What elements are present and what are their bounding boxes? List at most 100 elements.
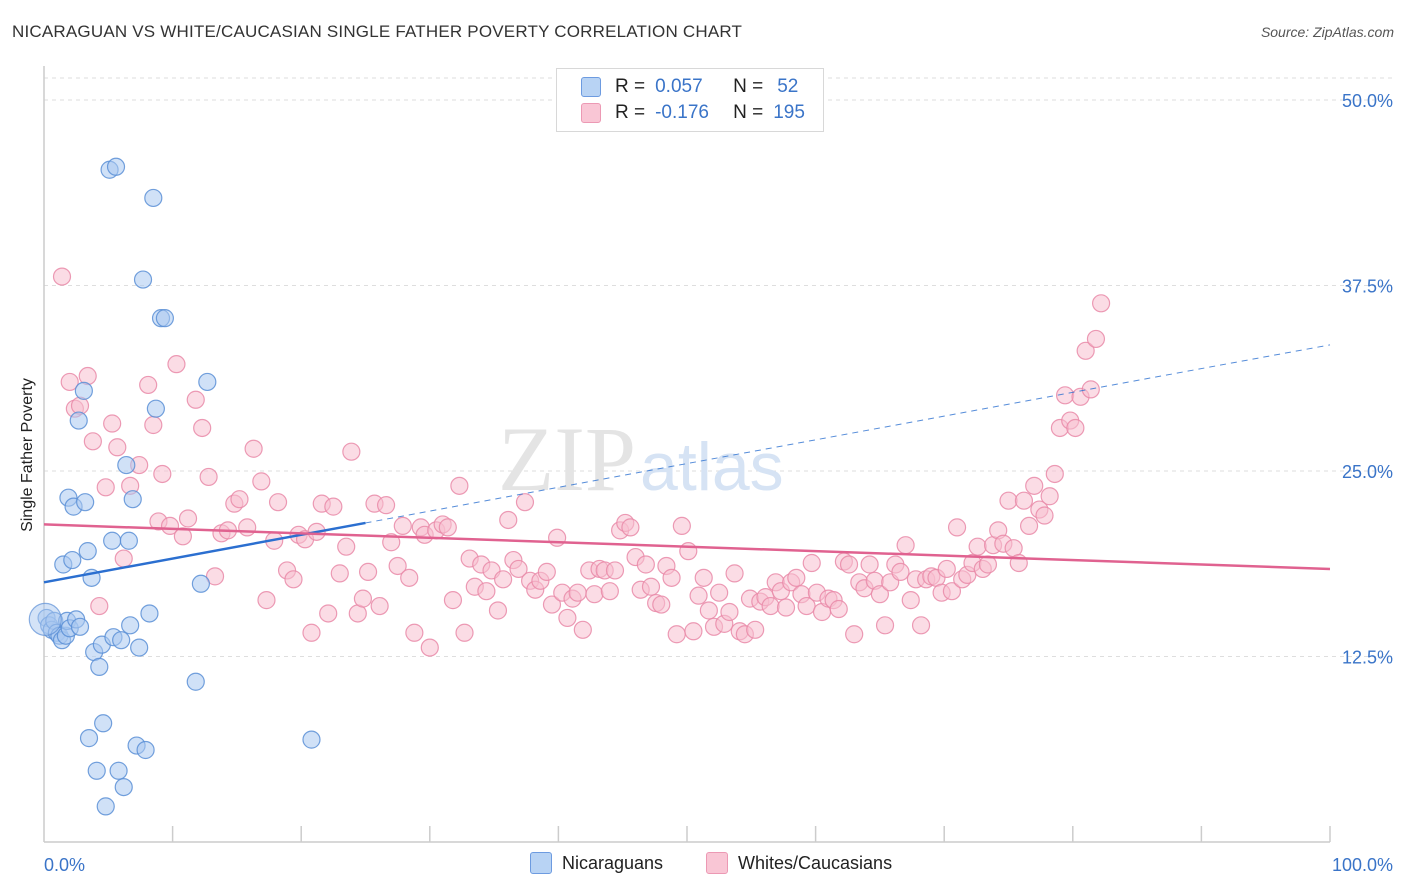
point-nicaraguans [123, 490, 142, 509]
point-whites-caucasians [257, 591, 276, 610]
point-whites-caucasians [515, 493, 535, 512]
point-whites-caucasians [937, 559, 956, 579]
point-whites-caucasians [641, 577, 661, 596]
point-whites-caucasians [96, 478, 115, 497]
point-whites-caucasians [725, 564, 744, 583]
point-nicaraguans [76, 493, 95, 512]
y-tick-label: 37.5% [1342, 277, 1393, 297]
legend-item-whites-caucasians: Whites/Caucasians [706, 852, 892, 874]
point-nicaraguans [198, 372, 217, 392]
point-whites-caucasians [358, 562, 378, 582]
point-whites-caucasians [499, 510, 518, 530]
point-whites-caucasians [1019, 516, 1039, 536]
legend-swatch-pink [581, 103, 601, 123]
point-nicaraguans [186, 672, 205, 691]
point-whites-caucasians [746, 620, 765, 639]
point-whites-caucasians [1091, 294, 1111, 313]
point-nicaraguans [63, 550, 82, 570]
point-whites-caucasians [860, 555, 879, 574]
point-whites-caucasians [230, 490, 249, 509]
point-nicaraguans [191, 574, 210, 593]
legend-r-value: 0.057 [655, 76, 703, 97]
point-whites-caucasians [108, 438, 127, 457]
point-whites-caucasians [542, 595, 562, 614]
point-whites-caucasians [1040, 487, 1059, 506]
legend-row-nicaraguans: R = 0.057 N = 52 [581, 75, 798, 99]
point-whites-caucasians [114, 549, 133, 568]
point-whites-caucasians [548, 528, 567, 547]
point-whites-caucasians [252, 472, 271, 491]
point-whites-caucasians [52, 267, 72, 286]
legend-r-label: R = [615, 102, 646, 123]
point-whites-caucasians [802, 553, 821, 573]
legend-item-nicaraguans: Nicaraguans [530, 852, 663, 874]
y-tick-label: 25.0% [1342, 462, 1393, 482]
point-whites-caucasians [999, 491, 1018, 510]
point-whites-caucasians [694, 568, 713, 587]
point-whites-caucasians [186, 390, 205, 409]
point-whites-caucasians [891, 562, 910, 582]
point-nicaraguans [140, 604, 159, 623]
axes [43, 66, 1331, 843]
point-whites-caucasians [193, 418, 212, 438]
point-whites-caucasians [537, 562, 556, 582]
point-whites-caucasians [78, 366, 97, 386]
point-whites-caucasians [968, 537, 987, 556]
legend-label: Nicaraguans [562, 852, 664, 873]
point-whites-caucasians [600, 582, 619, 601]
point-whites-caucasians [1014, 491, 1034, 510]
point-whites-caucasians [662, 568, 681, 587]
point-whites-caucasians [443, 591, 463, 610]
point-whites-caucasians [839, 555, 859, 574]
point-whites-caucasians [679, 542, 698, 561]
point-whites-caucasians [942, 582, 962, 601]
point-whites-caucasians [699, 601, 718, 620]
watermark-atlas: atlas [640, 429, 784, 505]
point-whites-caucasians [605, 561, 625, 580]
series-legend: Nicaraguans Whites/Caucasians [0, 852, 1406, 876]
x-tick-label: 0.0% [44, 855, 85, 875]
point-whites-caucasians [1025, 476, 1044, 495]
point-nicaraguans [106, 157, 126, 176]
tick-labels: 12.5% 25.0% 37.5% 50.0% 0.0% 100.0% [44, 91, 1393, 875]
point-whites-caucasians [370, 596, 389, 616]
point-whites-caucasians [1045, 464, 1064, 484]
point-whites-caucasians [167, 355, 186, 374]
point-nicaraguans [136, 740, 155, 760]
point-nicaraguans [121, 616, 140, 635]
point-whites-caucasians [684, 622, 703, 641]
grid [44, 77, 1392, 657]
point-nicaraguans [109, 761, 128, 780]
point-whites-caucasians [450, 476, 469, 495]
point-nicaraguans [103, 531, 122, 550]
point-whites-caucasians [455, 623, 474, 642]
point-whites-caucasians [1035, 506, 1054, 525]
point-whites-caucasians [558, 608, 577, 628]
point-nicaraguans [79, 729, 99, 748]
point-whites-caucasians [284, 570, 303, 589]
point-whites-caucasians [353, 589, 373, 608]
series-nicaraguans [28, 157, 321, 816]
point-nicaraguans [155, 309, 174, 328]
point-whites-caucasians [144, 415, 163, 435]
point-whites-caucasians [1086, 329, 1106, 349]
point-whites-caucasians [568, 583, 587, 602]
point-nicaraguans [94, 714, 113, 733]
point-nicaraguans [96, 797, 115, 816]
point-nicaraguans [87, 761, 106, 780]
point-whites-caucasians [205, 567, 225, 586]
point-whites-caucasians [405, 623, 424, 642]
point-nicaraguans [74, 381, 93, 400]
point-whites-caucasians [400, 568, 419, 587]
point-nicaraguans [69, 411, 88, 430]
point-whites-caucasians [244, 439, 263, 458]
y-tick-label: 50.0% [1342, 91, 1393, 111]
point-nicaraguans [146, 399, 165, 418]
point-whites-caucasians [1076, 341, 1095, 360]
legend-r-value: -0.176 [655, 102, 709, 123]
point-nicaraguans [302, 730, 321, 749]
y-tick-label: 12.5% [1342, 648, 1393, 668]
point-whites-caucasians [477, 582, 496, 601]
point-whites-caucasians [420, 638, 439, 657]
point-whites-caucasians [268, 493, 288, 512]
